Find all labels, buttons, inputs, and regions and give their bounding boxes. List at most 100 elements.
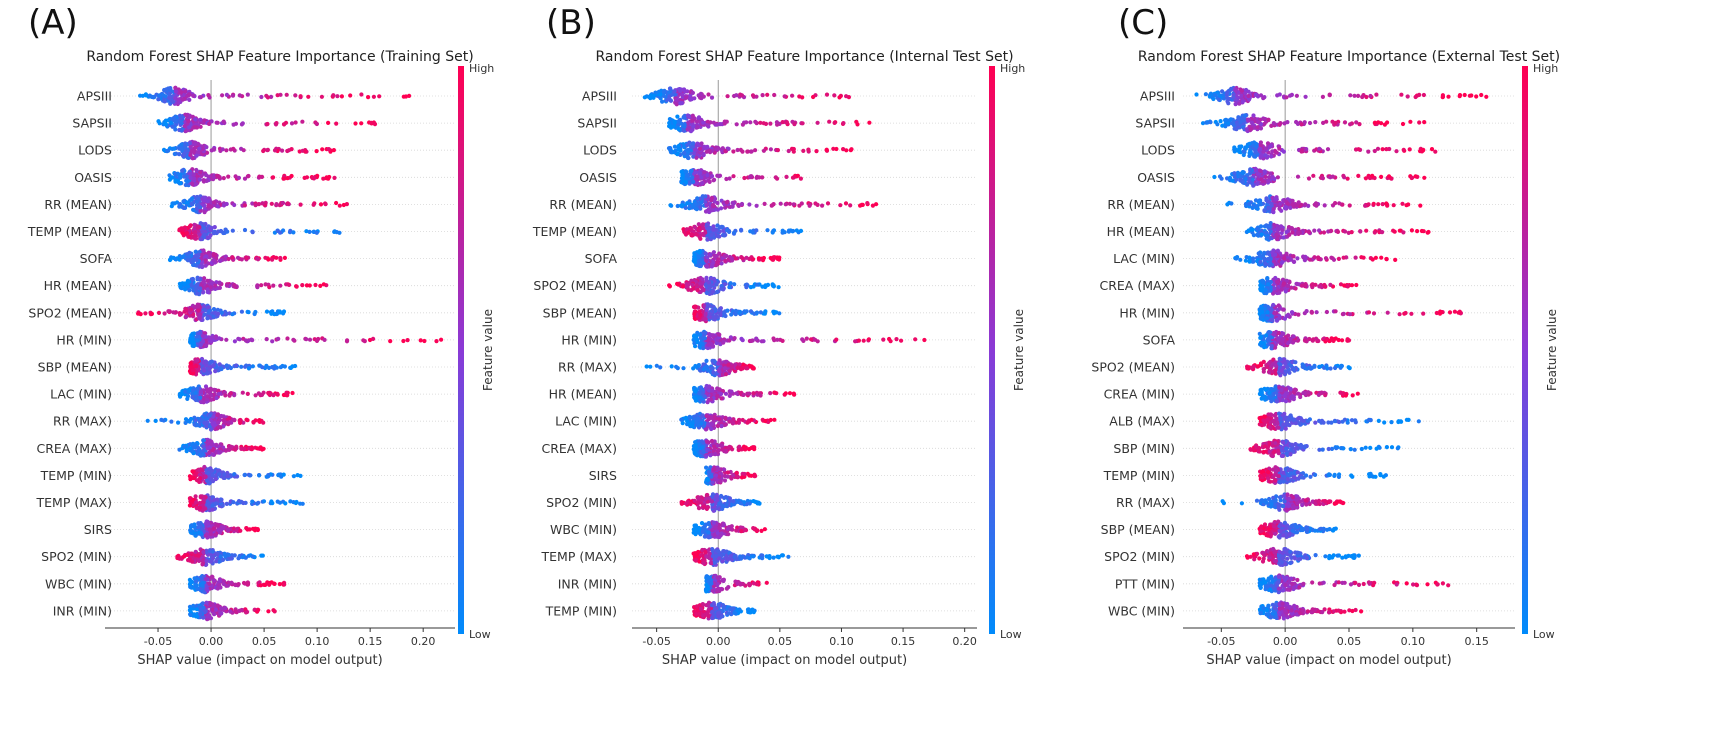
shap-point <box>206 305 211 310</box>
shap-point <box>194 579 199 584</box>
feature-points-sirs <box>188 519 260 540</box>
shap-point <box>703 194 708 199</box>
shap-point <box>218 497 223 502</box>
shap-point <box>191 172 196 177</box>
shap-point <box>183 129 188 134</box>
shap-point <box>267 285 272 290</box>
shap-point <box>215 603 220 608</box>
shap-point <box>304 283 309 288</box>
shap-point <box>703 251 708 256</box>
shap-point <box>841 147 846 152</box>
shap-point <box>753 119 758 124</box>
shap-point <box>717 332 722 337</box>
feature-label: TEMP (MIN) <box>545 603 617 618</box>
shap-point <box>200 259 205 265</box>
shap-point <box>749 338 754 343</box>
shap-point <box>691 304 697 310</box>
shap-point <box>690 118 695 123</box>
shap-point <box>201 400 206 405</box>
shap-point <box>719 396 724 401</box>
shap-point <box>197 177 202 182</box>
shap-point <box>750 93 756 98</box>
shap-point <box>683 180 689 185</box>
feature-label: SIRS <box>589 468 617 483</box>
shap-point <box>182 281 187 286</box>
shap-point <box>694 119 699 124</box>
shap-point <box>372 122 378 127</box>
shap-point <box>722 121 727 126</box>
shap-point <box>185 179 190 184</box>
shap-point <box>218 449 223 454</box>
shap-point <box>689 168 694 173</box>
shap-point <box>197 146 202 151</box>
shap-point <box>682 150 687 155</box>
shap-point <box>293 363 298 369</box>
shap-point <box>713 371 718 376</box>
shap-point <box>198 221 203 226</box>
shap-point <box>771 257 776 262</box>
shap-point <box>205 478 210 483</box>
shap-point <box>185 552 190 558</box>
shap-point <box>193 284 198 289</box>
shap-point <box>257 363 262 368</box>
shap-point <box>223 393 228 398</box>
shap-point <box>217 175 222 180</box>
x-tick-label: 0.05 <box>252 635 277 648</box>
shap-point <box>262 582 267 588</box>
shap-point <box>149 311 154 316</box>
shap-point <box>780 228 785 233</box>
shap-point <box>195 358 200 363</box>
shap-point <box>201 500 206 505</box>
shap-point <box>716 146 721 151</box>
shap-point <box>202 118 207 123</box>
shap-point <box>696 363 702 368</box>
shap-point <box>332 229 337 234</box>
shap-point <box>244 526 249 531</box>
shap-point <box>704 258 709 263</box>
shap-point <box>280 200 286 206</box>
shap-point <box>195 423 200 428</box>
shap-point <box>256 202 261 207</box>
shap-point <box>699 175 704 180</box>
shap-point <box>758 310 763 315</box>
shap-point <box>772 92 777 98</box>
shap-point <box>249 337 254 342</box>
shap-point <box>642 95 647 100</box>
feature-points-rr-mean- <box>668 194 879 215</box>
shap-point <box>706 92 711 97</box>
shap-point <box>200 467 205 473</box>
shap-point <box>710 208 715 213</box>
shap-point <box>235 474 240 479</box>
shap-point <box>690 282 695 288</box>
shap-point <box>285 176 290 181</box>
shap-point <box>206 93 211 98</box>
shap-point <box>686 282 691 287</box>
shap-point <box>782 94 787 99</box>
shap-point <box>700 277 705 282</box>
shap-point <box>239 607 244 613</box>
shap-point <box>182 444 187 449</box>
shap-point <box>314 230 319 235</box>
shap-point <box>163 122 168 127</box>
shap-point <box>712 358 717 363</box>
shap-point <box>205 316 210 321</box>
shap-point <box>193 249 198 254</box>
shap-point <box>210 468 215 473</box>
shap-point <box>697 332 703 337</box>
shap-point <box>219 310 224 315</box>
shap-point <box>403 94 409 99</box>
shap-point <box>740 366 745 371</box>
shap-point <box>697 146 703 151</box>
shap-point <box>230 93 236 98</box>
shap-point <box>726 146 731 151</box>
shap-point <box>180 255 185 260</box>
shap-point <box>195 451 200 456</box>
shap-point <box>226 420 231 425</box>
shap-point <box>668 117 673 122</box>
shap-point <box>703 311 708 316</box>
shap-point <box>741 392 746 397</box>
shap-point <box>190 442 195 447</box>
shap-point <box>190 339 195 344</box>
shap-point <box>337 203 342 208</box>
shap-point <box>202 312 207 317</box>
